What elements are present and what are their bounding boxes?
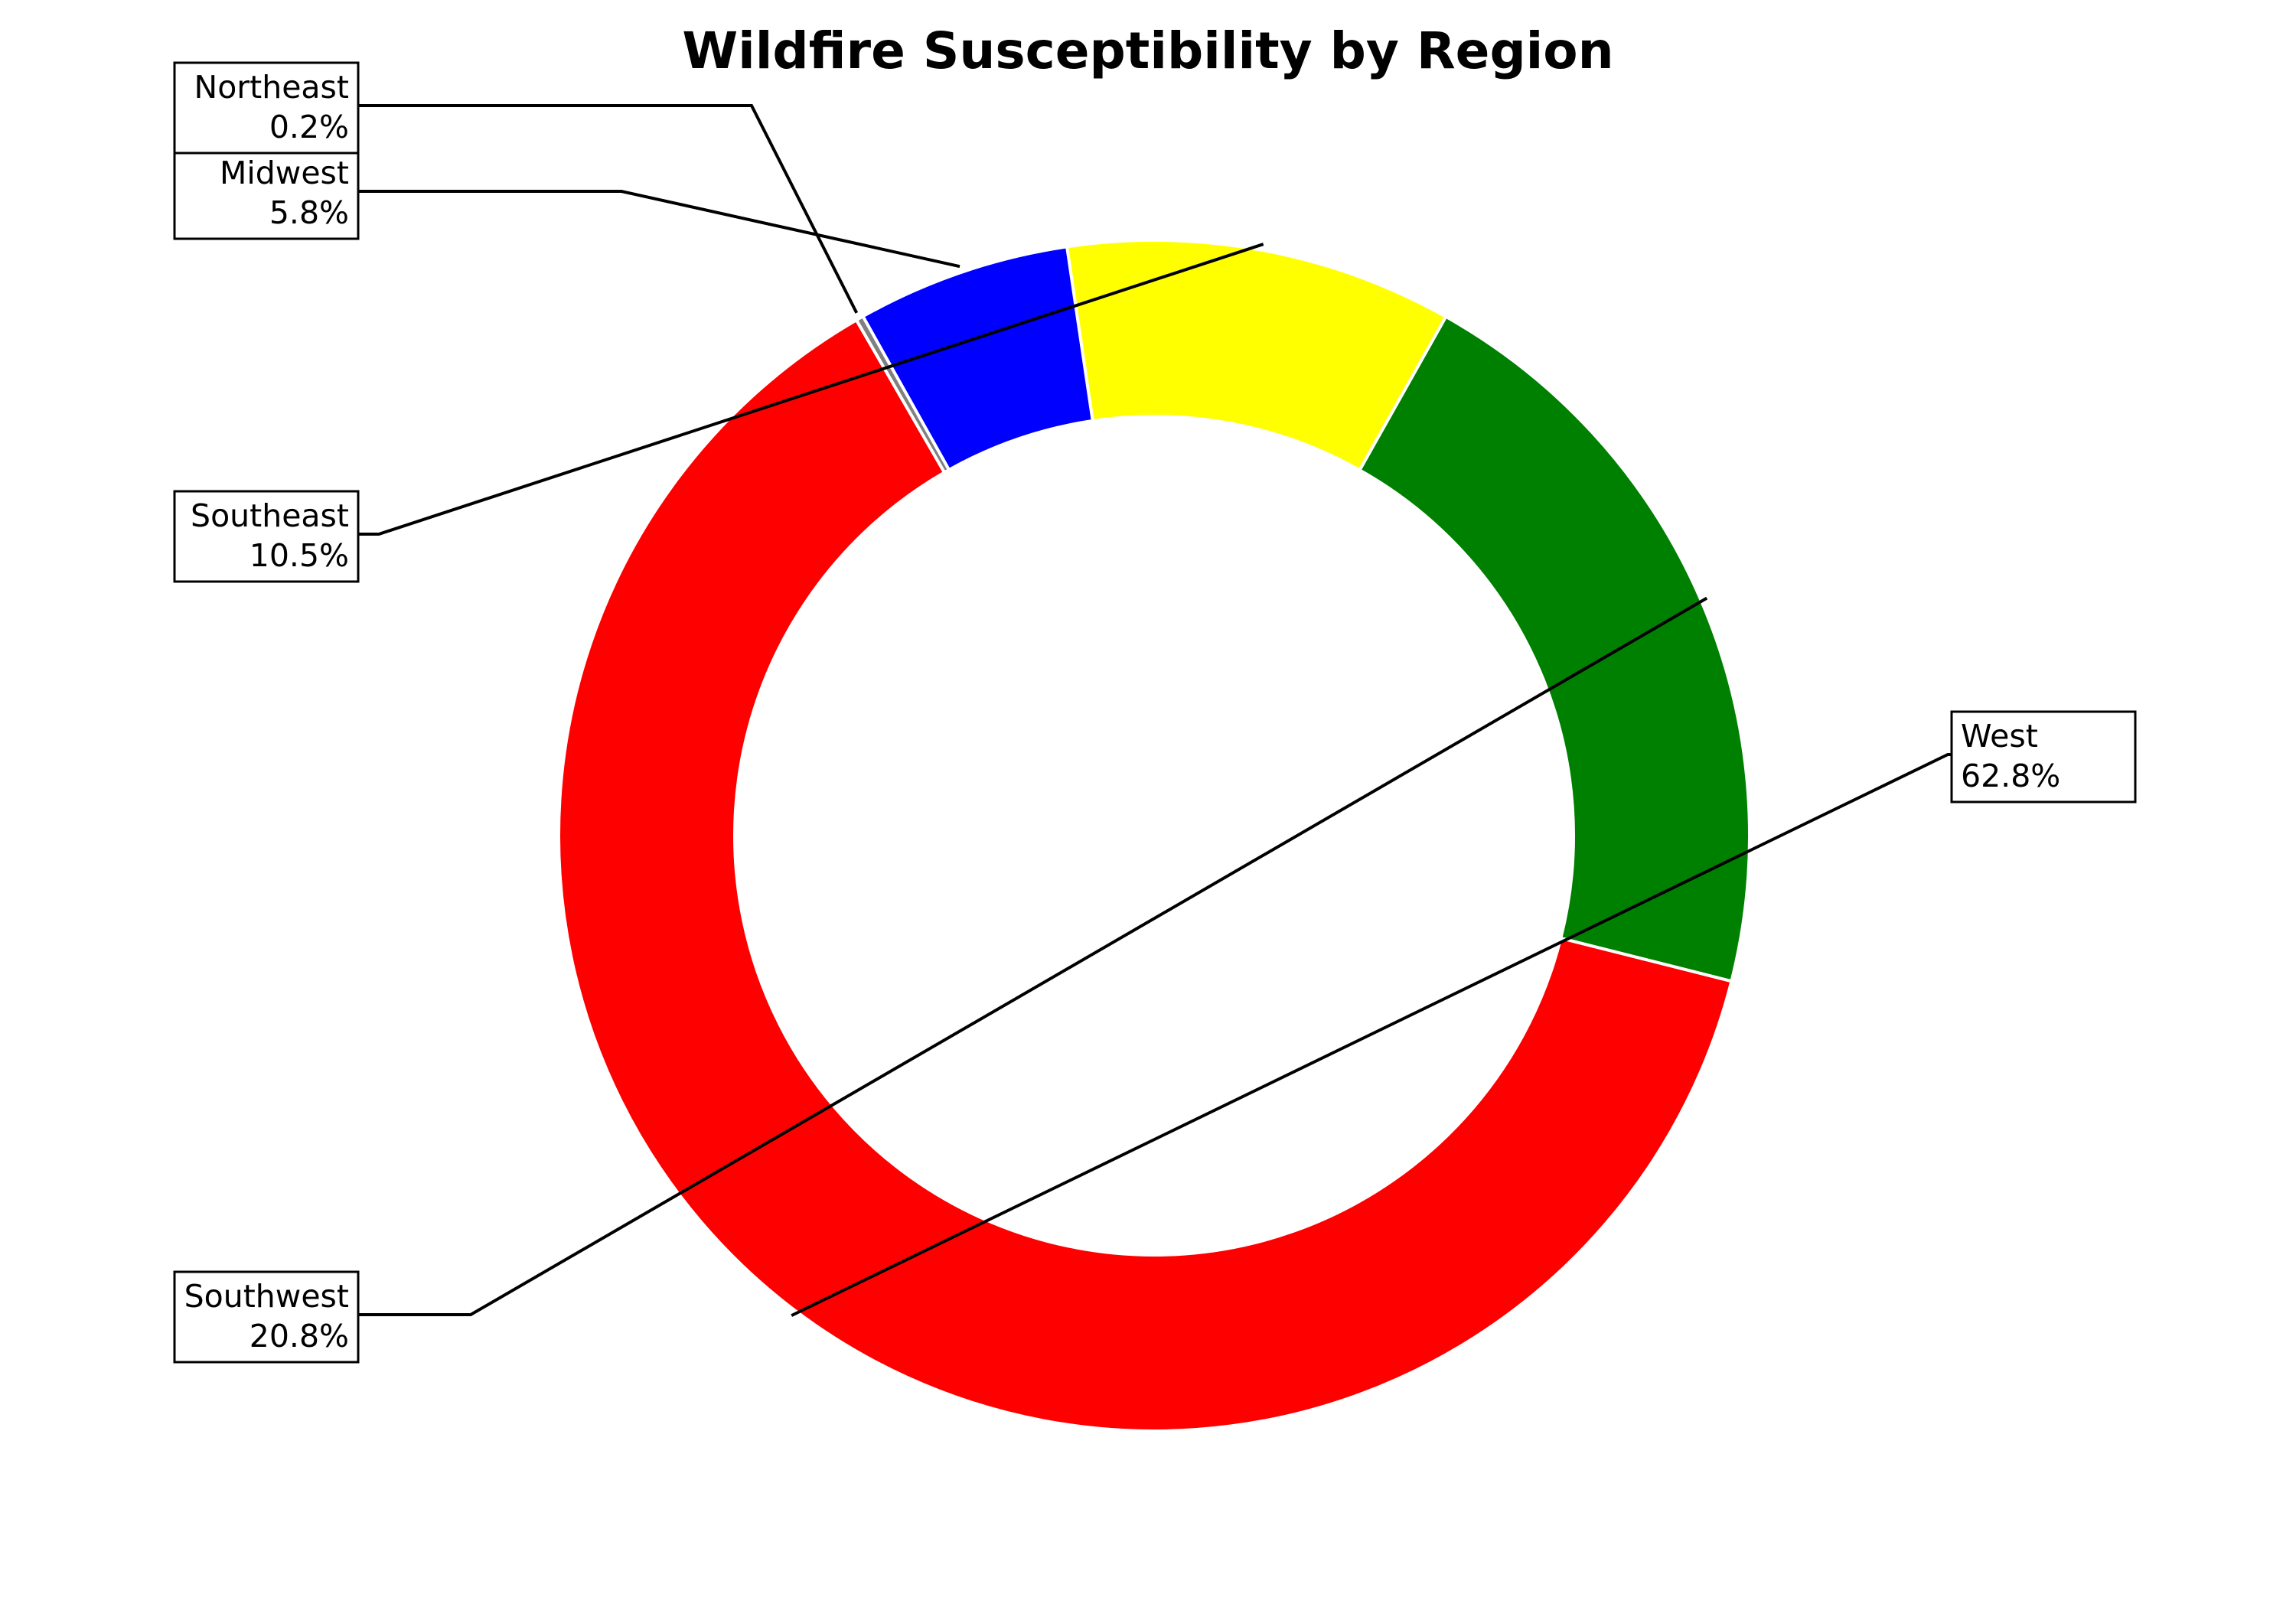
slice-west bbox=[557, 318, 1733, 1433]
slice-southwest bbox=[1357, 315, 1751, 983]
category-label-northeast: Northeast bbox=[194, 69, 349, 106]
label-box-northeast bbox=[173, 61, 360, 155]
chart-title: Wildfire Susceptibility by Region bbox=[682, 21, 1614, 80]
category-label-southwest: Southwest bbox=[184, 1278, 349, 1315]
label-box-southeast bbox=[173, 490, 360, 583]
percent-label-southeast: 10.5% bbox=[249, 537, 349, 574]
percent-label-midwest: 5.8% bbox=[269, 194, 349, 231]
leader-line-southwest bbox=[358, 596, 1708, 1316]
label-box-midwest bbox=[173, 147, 360, 240]
percent-label-northeast: 0.2% bbox=[269, 109, 349, 145]
leader-line-midwest bbox=[358, 190, 960, 269]
category-label-southeast: Southeast bbox=[191, 497, 349, 534]
label-box-southwest bbox=[173, 1270, 360, 1364]
leader-line-west bbox=[791, 753, 1952, 1317]
label-box-west bbox=[1950, 710, 2137, 804]
percent-label-west: 62.8% bbox=[1961, 758, 2060, 794]
percent-label-southwest: 20.8% bbox=[249, 1318, 349, 1354]
leader-line-southeast bbox=[358, 243, 1264, 536]
category-label-west: West bbox=[1961, 718, 2038, 755]
category-label-midwest: Midwest bbox=[220, 155, 349, 191]
leader-line-northeast bbox=[358, 104, 859, 314]
slices-group bbox=[557, 239, 1751, 1433]
slice-northeast bbox=[854, 314, 951, 475]
